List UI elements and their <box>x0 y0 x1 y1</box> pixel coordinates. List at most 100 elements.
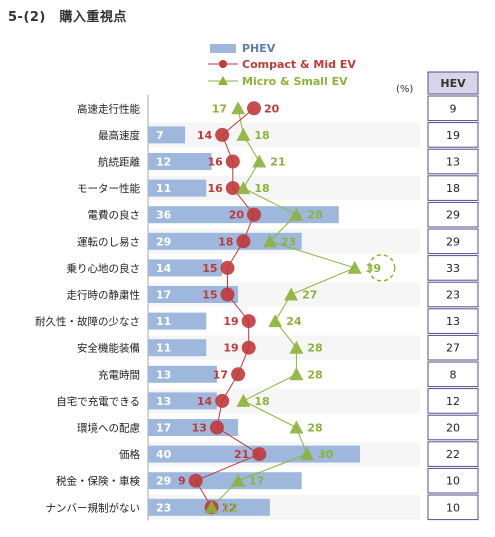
compact-value-label: 16 <box>207 182 223 195</box>
micro-point <box>347 260 362 274</box>
row-band <box>148 122 420 148</box>
phev-value-label: 12 <box>156 156 171 169</box>
compact-value-label: 14 <box>197 129 213 142</box>
category-label: モーター性能 <box>77 182 140 195</box>
phev-value-label: 36 <box>156 209 172 222</box>
compact-point <box>225 154 240 169</box>
hev-cell <box>427 228 479 255</box>
hev-value-label: 8 <box>450 368 457 381</box>
micro-point <box>289 340 304 354</box>
micro-value-label: 39 <box>366 262 381 275</box>
compact-value-label: 14 <box>197 395 213 408</box>
compact-value-label: 16 <box>207 156 223 169</box>
category-label: 価格 <box>119 448 140 461</box>
hev-value-label: 13 <box>446 156 460 169</box>
micro-value-label: 21 <box>270 156 285 169</box>
compact-point <box>241 340 256 355</box>
compact-point <box>225 181 240 196</box>
phev-bar <box>148 312 207 330</box>
hev-cell <box>427 175 479 201</box>
category-label: 航続距離 <box>98 156 140 169</box>
compact-point <box>209 420 224 435</box>
compact-value-label: 15 <box>202 289 217 302</box>
phev-value-label: 40 <box>156 448 172 461</box>
phev-bar <box>148 232 302 250</box>
compact-value-label: 19 <box>223 315 238 328</box>
compact-value-label: 12 <box>222 501 237 514</box>
compact-point <box>252 447 267 462</box>
category-label: 充電時間 <box>98 368 140 381</box>
micro-value-label: 24 <box>286 315 302 328</box>
phev-value-label: 17 <box>156 289 171 302</box>
micro-point <box>231 473 246 487</box>
hev-cell <box>427 308 479 334</box>
category-label: 走行時の静粛性 <box>67 289 141 302</box>
highlight-circle <box>367 254 396 282</box>
hev-value-label: 10 <box>446 475 460 488</box>
hev-header-cell <box>427 71 479 95</box>
phev-bar <box>148 472 302 490</box>
legend-micro-label: Micro & Small EV <box>242 75 348 88</box>
hev-value-label: 23 <box>446 289 460 302</box>
phev-value-label: 11 <box>156 315 171 328</box>
hev-value-label: 12 <box>446 395 460 408</box>
category-label: 最高速度 <box>98 129 140 142</box>
hev-cell <box>427 494 479 521</box>
micro-point <box>236 393 251 407</box>
hev-header-label: HEV <box>440 77 466 90</box>
micro-value-label: 28 <box>307 342 322 355</box>
legend-phev-swatch <box>210 44 236 53</box>
micro-value-label: 28 <box>307 422 322 435</box>
compact-point <box>188 473 203 488</box>
micro-value-label: 18 <box>254 395 269 408</box>
hev-cell <box>427 148 479 175</box>
compact-value-label: 19 <box>223 342 238 355</box>
hev-cell <box>427 467 479 494</box>
category-label: 税金・保険・車検 <box>56 475 140 488</box>
compact-point <box>241 314 256 329</box>
compact-value-label: 13 <box>192 422 207 435</box>
phev-value-label: 14 <box>156 262 172 275</box>
legend-micro-marker <box>218 76 228 85</box>
phev-value-label: 13 <box>156 395 171 408</box>
compact-point <box>215 127 230 142</box>
legend-phev-label: PHEV <box>242 42 276 55</box>
micro-value-label: 17 <box>249 475 264 488</box>
micro-value-label: 12 <box>223 501 238 514</box>
compact-value-label: 20 <box>264 102 280 115</box>
compact-series-line <box>194 107 261 508</box>
micro-point <box>268 314 283 328</box>
category-label: 乗り心地の良さ <box>67 262 141 275</box>
micro-point <box>262 234 277 248</box>
micro-point <box>289 420 304 434</box>
category-label: 安全機能装備 <box>77 342 140 355</box>
compact-point <box>247 207 261 222</box>
hev-value-label: 27 <box>446 342 460 355</box>
compact-point <box>247 101 261 116</box>
hev-cell <box>427 361 479 388</box>
compact-point <box>231 367 246 382</box>
micro-point <box>236 127 251 141</box>
category-label: 運転のし易さ <box>77 236 140 248</box>
micro-point <box>289 367 304 381</box>
micro-value-label: 18 <box>254 129 269 142</box>
hev-cell <box>427 95 479 122</box>
micro-value-label: 23 <box>281 235 296 248</box>
hev-value-label: 29 <box>446 235 460 248</box>
phev-bar <box>148 126 186 144</box>
compact-value-label: 15 <box>202 262 217 275</box>
page-title: 5-(2) 購入重視点 <box>8 10 127 25</box>
micro-value-label: 28 <box>307 368 322 381</box>
hev-cell <box>427 388 479 414</box>
compact-value-label: 21 <box>234 448 249 461</box>
phev-value-label: 13 <box>156 368 171 381</box>
hev-value-label: 29 <box>446 209 460 222</box>
hev-value-label: 33 <box>446 262 460 275</box>
micro-point <box>204 500 219 514</box>
hev-cell <box>427 414 479 441</box>
micro-value-label: 30 <box>318 448 334 461</box>
micro-value-label: 27 <box>302 289 317 302</box>
micro-value-label: 28 <box>307 209 322 222</box>
category-label: 環境への配慮 <box>77 422 140 435</box>
